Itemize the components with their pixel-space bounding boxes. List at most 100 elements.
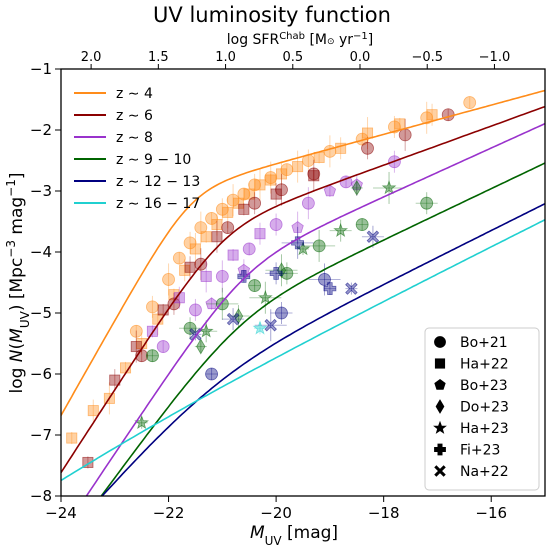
data-point [441,108,455,122]
legend-marker-icon [433,420,447,434]
legend-box [424,327,540,491]
data-point [237,269,251,283]
data-point [156,340,170,353]
legend-series-label: z ∼ 12 − 13 [116,174,200,190]
axis-ticks: −24 −22 −20 −18 −16 −8 −7 −6 −5 −4 −3 −2 −1 2.0 1.5 1.0… [30,50,510,522]
data-point [352,180,362,196]
redshift-legend: z ∼ 4 z ∼ 6 z ∼ 8 z ∼ 9 − 10 z ∼ 12 − 13 z ∼ … [74,86,200,212]
data-point [82,456,94,468]
legend-series-label: z ∼ 8 [116,130,153,146]
survey-legend: Bo+21 Ha+22 Bo+23 Do+23 Ha+23 Fi+23 Na+22 [424,327,540,491]
data-point [264,318,277,332]
data-point [157,304,169,316]
data-point [291,236,305,250]
data-point [291,221,304,233]
data-point [221,221,235,235]
y-tick-label: −7 [30,426,52,444]
data-point [129,324,143,338]
data-point [184,261,196,273]
model-curve [100,162,545,496]
model-curve [61,89,545,416]
data-point [257,289,273,305]
data-point [333,222,349,237]
data-point [172,251,186,265]
x-tick-label: −18 [368,504,400,522]
data-point [270,188,282,200]
chart-title: UV luminosity function [153,3,391,27]
x-axis-label: MUV [mag] [250,523,338,548]
data-point [242,242,256,256]
legend-marker-icon [434,465,446,477]
data-point [146,300,159,314]
legend-marker-icon [435,399,445,414]
data-point [205,367,218,381]
top-tick-label: 2.0 [81,50,102,65]
data-point [243,188,255,200]
data-point [146,349,159,363]
data-point [109,374,121,386]
x-tick-label: −16 [475,504,507,522]
legend-marker-label: Ha+22 [460,357,509,373]
data-point [200,270,212,282]
data-point [381,180,397,195]
data-point [280,266,294,280]
data-point [275,168,287,180]
data-point [215,297,229,311]
data-point [227,249,239,261]
model-curve [61,105,545,474]
y-tick-label: −4 [30,243,52,261]
data-point [362,127,374,139]
y-tick-label: −6 [30,365,52,383]
data-point [130,341,142,353]
legend-marker-label: Bo+23 [460,378,508,394]
x-tick-label: −24 [45,504,77,522]
data-point [275,306,288,320]
data-point [211,231,223,243]
data-point [312,239,326,253]
data-point [366,230,380,243]
legend-series-label: z ∼ 9 − 10 [116,152,191,168]
data-point [295,241,311,256]
data-point [215,269,229,283]
top-tick-label: 1.5 [148,50,169,65]
x-tick-label: −22 [153,504,185,522]
data-point [248,196,262,210]
y-tick-label: −3 [30,182,52,200]
data-point [308,170,320,182]
data-point [394,118,406,130]
data-point [463,96,477,109]
data-point [420,196,434,210]
data-point [269,266,283,280]
data-point [252,320,268,335]
y-axis-label: log N(MUV) [Mpc−3 mag−1] [4,172,32,393]
model-curve [85,122,545,496]
plot-frame [60,68,546,497]
data-point [323,184,337,197]
y-tick-label: −5 [30,304,52,322]
data-point [226,312,240,326]
legend-marker-label: Fi+23 [460,443,500,459]
data-point [350,178,363,191]
data-point [254,228,266,240]
y-tick-label: −2 [30,121,52,139]
data-point [211,219,223,231]
data-point [222,206,234,218]
data-point [265,174,277,186]
legend-series-label: z ∼ 4 [116,86,153,102]
data-point [238,203,250,215]
top-tick-label: −1.0 [479,50,511,65]
legend-marker-icon [434,336,446,348]
data-point [426,109,438,121]
data-point [301,196,315,210]
data-point [248,279,262,292]
top-axis-label: log SFRChab [M⊙ yr−1] [227,31,374,49]
data-point [313,151,325,163]
legend-marker-icon [434,379,446,390]
legend-series-label: z ∼ 16 − 17 [116,196,200,212]
legend-marker-label: Bo+21 [460,335,508,351]
data-point [183,321,197,335]
data-point [345,282,358,295]
legend-marker-label: Ha+23 [460,421,509,437]
model-curve [61,218,545,482]
y-tick-label: −1 [30,60,52,78]
